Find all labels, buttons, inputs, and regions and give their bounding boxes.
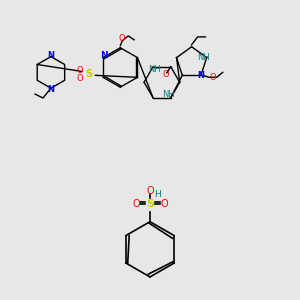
- Text: NH: NH: [162, 90, 175, 99]
- Text: NH: NH: [197, 53, 210, 62]
- Text: O: O: [119, 34, 126, 43]
- Text: O: O: [76, 74, 83, 83]
- Text: N: N: [47, 85, 54, 94]
- Text: O: O: [163, 70, 169, 79]
- Text: S: S: [85, 69, 92, 80]
- Text: H: H: [154, 190, 161, 199]
- Text: O: O: [132, 199, 140, 209]
- Text: O: O: [209, 73, 216, 82]
- Text: N: N: [197, 71, 204, 80]
- Text: O: O: [76, 66, 83, 75]
- Text: N: N: [100, 51, 108, 60]
- Text: O: O: [160, 199, 168, 209]
- Text: S: S: [146, 199, 154, 209]
- Text: N: N: [47, 51, 54, 60]
- Text: O: O: [146, 186, 154, 196]
- Text: NH: NH: [148, 65, 161, 74]
